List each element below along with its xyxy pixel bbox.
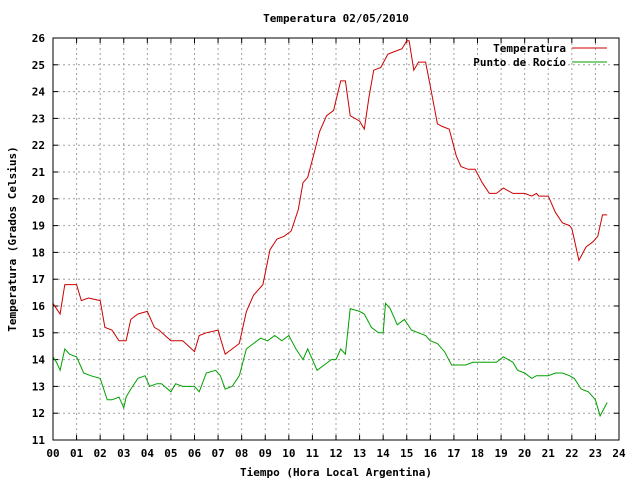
x-axis-label: Tiempo (Hora Local Argentina) <box>240 466 432 479</box>
chart-title: Temperatura 02/05/2010 <box>263 12 409 25</box>
legend-label-0: Temperatura <box>493 42 566 55</box>
x-tick-label: 08 <box>235 447 248 460</box>
x-tick-label: 24 <box>612 447 626 460</box>
x-tick-label: 22 <box>565 447 578 460</box>
tick-layer: 11 12 13 14 15 16 17 18 19 20 21 22 23 24 25 26 00 01 02 03… <box>32 32 626 460</box>
y-tick-label: 21 <box>32 166 46 179</box>
x-tick-label: 21 <box>542 447 556 460</box>
x-tick-label: 09 <box>259 447 272 460</box>
y-tick-label: 14 <box>32 354 46 367</box>
x-tick-label: 13 <box>353 447 366 460</box>
x-tick-label: 11 <box>306 447 320 460</box>
y-axis-label: Temperatura (Grados Celsius) <box>6 146 19 331</box>
y-tick-label: 20 <box>32 193 45 206</box>
y-tick-label: 25 <box>32 59 45 72</box>
series-layer <box>52 40 608 418</box>
x-tick-label: 02 <box>94 447 107 460</box>
y-tick-label: 24 <box>32 86 46 99</box>
x-tick-label: 07 <box>211 447 224 460</box>
series-line-0 <box>52 40 608 356</box>
x-tick-label: 03 <box>117 447 130 460</box>
x-tick-label: 16 <box>424 447 438 460</box>
x-tick-label: 20 <box>518 447 531 460</box>
x-tick-label: 15 <box>400 447 413 460</box>
x-tick-label: 00 <box>46 447 59 460</box>
y-tick-label: 18 <box>32 246 45 259</box>
y-tick-label: 12 <box>32 407 45 420</box>
y-tick-label: 19 <box>32 220 45 233</box>
y-tick-label: 26 <box>32 32 46 45</box>
x-tick-label: 04 <box>141 447 155 460</box>
x-tick-label: 19 <box>494 447 507 460</box>
y-tick-label: 13 <box>32 380 45 393</box>
y-tick-label: 15 <box>32 327 45 340</box>
legend-label-1: Punto de Rocío <box>473 56 566 69</box>
x-tick-label: 05 <box>164 447 177 460</box>
x-tick-label: 14 <box>377 447 391 460</box>
x-tick-label: 10 <box>282 447 295 460</box>
plot-frame <box>52 37 620 441</box>
series-line-1 <box>52 302 608 418</box>
x-tick-label: 01 <box>70 447 84 460</box>
x-tick-label: 17 <box>447 447 460 460</box>
x-tick-label: 18 <box>471 447 484 460</box>
y-tick-label: 16 <box>32 300 46 313</box>
y-tick-label: 23 <box>32 112 45 125</box>
x-tick-label: 23 <box>589 447 602 460</box>
y-tick-label: 11 <box>32 434 46 447</box>
x-tick-label: 12 <box>329 447 342 460</box>
y-tick-label: 17 <box>32 273 45 286</box>
x-tick-label: 06 <box>188 447 202 460</box>
y-tick-label: 22 <box>32 139 45 152</box>
